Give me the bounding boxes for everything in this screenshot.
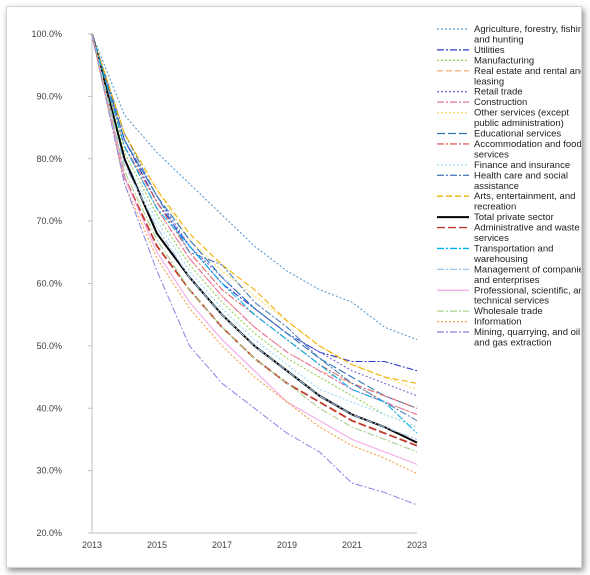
- legend-label: Transportation and warehousing: [473, 243, 553, 264]
- chart-frame: 20.0% 30.0% 40.0% 50.0% 60.0% 70.0% 80.0% 90.0%…: [6, 6, 582, 568]
- x-tick-label: 2023: [407, 540, 427, 550]
- series-line: [91, 33, 418, 475]
- x-tick-label: 2015: [147, 540, 167, 550]
- x-tick-label: 2017: [212, 540, 232, 550]
- series-line: [91, 33, 418, 453]
- legend: Agriculture, forestry, fishing, and hunti…: [437, 24, 581, 349]
- y-tick-label: 80.0%: [36, 154, 62, 164]
- legend-label: Information: [474, 317, 522, 328]
- line-chart: 20.0% 30.0% 40.0% 50.0% 60.0% 70.0% 80.0% 90.0%…: [31, 24, 581, 550]
- y-axis-ticks: 20.0% 30.0% 40.0% 50.0% 60.0% 70.0% 80.0% 90.0%…: [31, 29, 92, 538]
- x-tick-label: 2019: [277, 540, 297, 550]
- series-line: [91, 33, 418, 447]
- series-line: [91, 33, 418, 422]
- series-line: [91, 33, 418, 391]
- series-line: [91, 33, 418, 444]
- y-tick-label: 100.0%: [31, 29, 62, 39]
- y-tick-label: 20.0%: [36, 528, 62, 538]
- series-line: [91, 33, 418, 341]
- series-line: [91, 33, 418, 465]
- legend-label: Mining, quarrying, and oil and gas extrac…: [474, 327, 580, 348]
- x-tick-label: 2013: [82, 540, 102, 550]
- series-line: [91, 33, 418, 416]
- series-line: [91, 33, 418, 440]
- series-line: [91, 33, 418, 506]
- legend-label: Manufacturing: [474, 55, 534, 66]
- series-line: [91, 33, 418, 434]
- legend-label: Health care and social assistance: [474, 170, 568, 191]
- x-tick-label: 2021: [342, 540, 362, 550]
- legend-label: Utilities: [474, 45, 505, 56]
- legend-label: Arts, entertainment, and recreation: [474, 191, 575, 212]
- legend-label: Administrative and waste services: [474, 223, 580, 244]
- y-tick-label: 30.0%: [36, 466, 62, 476]
- legend-label: Real estate and rental and leasing: [474, 66, 581, 87]
- series-line: [91, 33, 418, 416]
- y-tick-label: 40.0%: [36, 403, 62, 413]
- series-line: [91, 33, 418, 384]
- legend-label: Agriculture, forestry, fishing, and hunti…: [474, 24, 581, 45]
- series-line: [91, 33, 418, 409]
- legend-label: Professional, scientific, and technical s…: [474, 285, 581, 306]
- series-line: [91, 33, 418, 409]
- legend-label: Finance and insurance: [474, 160, 570, 171]
- legend-label: Accommodation and food services: [474, 139, 581, 160]
- legend-label: Management of companies and enterprises: [474, 264, 581, 285]
- series-line: [91, 33, 418, 372]
- legend-label: Total private sector: [474, 212, 554, 223]
- legend-label: Wholesale trade: [474, 306, 543, 317]
- legend-label: Construction: [474, 97, 527, 108]
- legend-label: Retail trade: [474, 87, 523, 98]
- y-tick-label: 70.0%: [36, 216, 62, 226]
- y-tick-label: 60.0%: [36, 279, 62, 289]
- x-axis-ticks: 2013 2015 2017 2019 2021 2023: [82, 540, 427, 550]
- series-line: [91, 33, 418, 428]
- series-lines: [91, 33, 418, 506]
- legend-label: Educational services: [474, 129, 561, 140]
- y-tick-label: 90.0%: [36, 91, 62, 101]
- y-tick-label: 50.0%: [36, 341, 62, 351]
- legend-label: Other services (except public administrat…: [474, 108, 569, 129]
- series-line: [91, 33, 418, 428]
